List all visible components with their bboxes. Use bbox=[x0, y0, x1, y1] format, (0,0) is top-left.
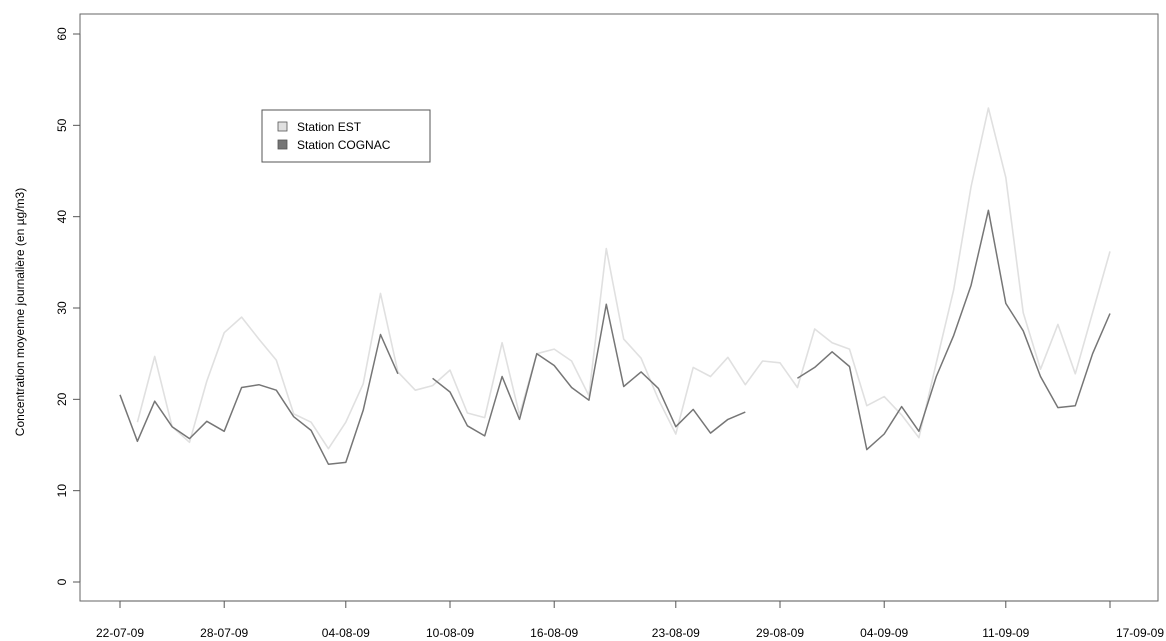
legend-box bbox=[261, 109, 431, 163]
x-tick-label: 22-07-09 bbox=[96, 626, 144, 640]
x-axis: 22-07-09 28-07-09 04-08-09 10-08-09 16-08-09… bbox=[96, 600, 1164, 640]
x-tick-label: 23-08-09 bbox=[652, 626, 700, 640]
series-line-station-est bbox=[136, 107, 1111, 450]
x-tick-label: 11-09-09 bbox=[982, 626, 1029, 640]
plot-frame bbox=[79, 13, 1159, 602]
x-tick-label: 04-09-09 bbox=[860, 626, 908, 640]
y-tick-label: 40 bbox=[55, 210, 69, 224]
x-tick-label: 17-09-09 bbox=[1116, 626, 1164, 640]
x-tick-label: 29-08-09 bbox=[756, 626, 804, 640]
legend-label-cognac: Station COGNAC bbox=[297, 138, 391, 152]
legend: Station EST Station COGNAC bbox=[261, 109, 431, 163]
x-tick-label: 28-07-09 bbox=[200, 626, 248, 640]
legend-swatch-est bbox=[277, 121, 288, 132]
y-tick-label: 50 bbox=[55, 118, 69, 132]
y-tick-label: 10 bbox=[55, 484, 69, 498]
series-line-station-cognac bbox=[119, 333, 399, 465]
y-axis-label: Concentration moyenne journalière (en µg… bbox=[13, 188, 27, 436]
series-line-station-cognac bbox=[432, 303, 746, 437]
y-tick-label: 30 bbox=[55, 301, 69, 315]
x-tick-label: 16-08-09 bbox=[530, 626, 578, 640]
x-tick-label: 10-08-09 bbox=[426, 626, 474, 640]
series-layer bbox=[119, 107, 1111, 465]
legend-label-est: Station EST bbox=[297, 120, 362, 134]
y-tick-label: 60 bbox=[55, 27, 69, 41]
x-tick-label: 04-08-09 bbox=[322, 626, 370, 640]
y-tick-label: 0 bbox=[55, 578, 69, 585]
y-tick-label: 20 bbox=[55, 392, 69, 406]
legend-swatch-cognac bbox=[277, 139, 288, 150]
y-axis: 0 10 20 30 40 50 60 bbox=[55, 27, 81, 585]
series-line-station-cognac bbox=[797, 209, 1111, 451]
